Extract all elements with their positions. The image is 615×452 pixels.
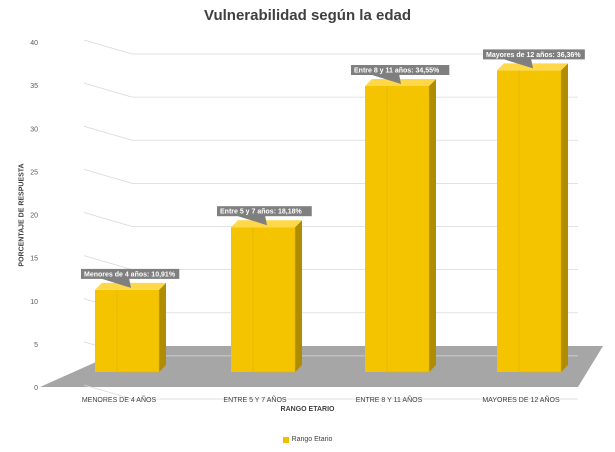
- grid-diagonal: [83, 212, 133, 227]
- grid-diagonal: [83, 255, 133, 271]
- y-tick-label: 30: [30, 126, 38, 133]
- data-label: Entre 8 y 11 años: 34,55%: [354, 68, 440, 75]
- data-label-pointer: [235, 215, 267, 226]
- data-label-box: [81, 268, 180, 279]
- y-tick-label: 25: [30, 169, 38, 176]
- bar: [231, 227, 295, 372]
- y-tick-label: 10: [30, 299, 38, 306]
- y-tick-label: 5: [34, 342, 38, 349]
- x-tick-label: ENTRE 5 Y 7 AÑOS: [223, 395, 286, 404]
- legend-swatch: [282, 436, 289, 443]
- data-label: Menores de 4 años: 10,91%: [84, 271, 176, 278]
- x-tick-label: MENORES DE 4 AÑOS: [82, 395, 157, 404]
- data-label-pointer: [501, 58, 533, 69]
- bar: [365, 86, 429, 372]
- bar-side: [561, 63, 568, 373]
- legend: Rango Etario: [0, 436, 615, 443]
- bar: [497, 70, 561, 373]
- y-tick-label: 20: [30, 213, 38, 220]
- x-tick-label: ENTRE 8 Y 11 AÑOS: [356, 395, 423, 404]
- x-tick-label: MAYORES DE 12 AÑOS: [482, 395, 560, 404]
- y-tick-label: 15: [30, 256, 38, 263]
- data-label: Entre 5 y 7 años: 18,18%: [220, 209, 302, 216]
- grid-diagonal: [83, 125, 133, 141]
- data-label: Mayores de 12 años: 36,36%: [486, 52, 581, 59]
- y-tick-label: 0: [34, 385, 38, 392]
- grid-diagonal: [83, 168, 133, 184]
- data-label-pointer: [369, 74, 401, 85]
- y-tick-label: 40: [30, 40, 38, 47]
- legend-entry: Rango Etario: [291, 436, 333, 443]
- x-axis-label: RANGO ETARIO: [280, 406, 335, 413]
- y-tick-label: 35: [30, 83, 38, 90]
- chart-title: Vulnerabilidad según la edad: [204, 7, 411, 24]
- data-label-box: [351, 65, 450, 76]
- data-label-pointer: [99, 277, 131, 288]
- bar-side: [159, 282, 166, 372]
- bar-side: [295, 220, 302, 372]
- data-label-box: [217, 206, 312, 217]
- bar: [95, 289, 159, 372]
- grid-diagonal: [83, 39, 133, 55]
- data-label-box: [483, 49, 585, 60]
- grid-diagonal: [83, 82, 133, 98]
- bar-side: [429, 79, 436, 372]
- grid-diagonal: [83, 384, 133, 400]
